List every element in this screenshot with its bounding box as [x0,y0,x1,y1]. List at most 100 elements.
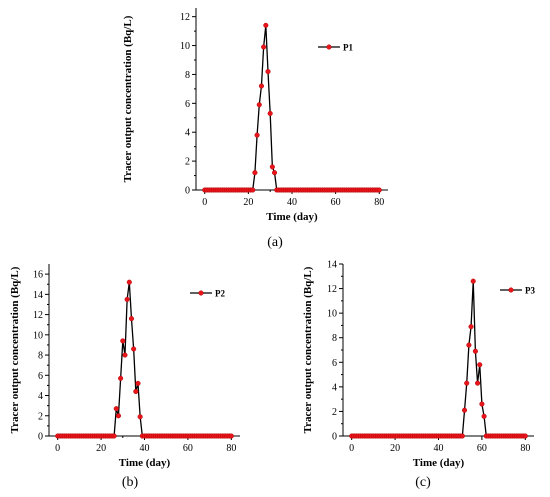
y-tick-label: 4 [38,391,43,402]
y-tick-label: 14 [327,260,337,271]
y-axis-title: Tracer output concentration (Bq/L) [122,15,134,182]
x-tick-label: 80 [520,443,530,454]
y-axis-title: Tracer output concentration (Bq/L) [302,266,314,433]
x-tick-label: 40 [140,443,150,454]
y-tick-label: 2 [185,157,190,168]
chart-panel-b: 0 20 40 60 80 0 2 4 6 8 10 12 14 16 Time (day) Tracer o… [9,264,240,490]
y-tick-label: 8 [332,333,337,344]
data-point [477,362,483,368]
panel-caption: (b) [122,475,139,490]
y-tick-label: 6 [38,371,43,382]
y-tick-label: 0 [185,186,190,197]
y-tick-label: 6 [185,99,190,110]
x-tick-label: 20 [243,197,253,208]
y-tick-label: 12 [33,310,43,321]
data-point [254,132,260,138]
panel-caption: (a) [267,235,283,250]
y-tick-label: 10 [33,330,43,341]
x-tick-label: 80 [374,197,384,208]
data-point [122,352,128,358]
data-point [137,414,143,420]
x-tick-label: 40 [287,197,297,208]
x-tick-label: 60 [183,443,193,454]
data-point [376,187,382,193]
y-tick-label: 0 [332,432,337,443]
legend-label: P2 [215,289,225,299]
y-tick-label: 2 [38,411,43,422]
y-tick-label: 12 [180,12,190,23]
legend-marker [326,44,332,50]
data-point [466,342,472,348]
series-line-P1 [204,25,380,191]
data-point [118,375,124,381]
data-point [256,102,262,108]
x-tick-label: 60 [331,197,341,208]
legend: P3 [500,286,535,296]
data-point [250,187,256,193]
data-point [228,433,234,439]
legend-marker [508,287,514,293]
x-tick-label: 0 [349,443,354,454]
data-point [124,296,130,302]
data-point [261,44,267,50]
legend: P2 [190,289,225,299]
x-axis-title: Time (day) [119,457,171,469]
x-tick-label: 0 [55,443,60,454]
y-axis-title: Tracer output concentration (Bq/L) [9,266,21,433]
x-axis-title: Time (day) [266,211,318,223]
legend: P1 [318,43,353,53]
x-tick-label: 20 [390,443,400,454]
data-point [115,413,122,419]
data-point [131,346,137,352]
data-point [126,279,132,285]
chart-panel-c: 0 20 40 60 80 0 2 4 6 8 10 12 14 Time (day) Tracer out… [302,260,535,491]
panel-caption: (c) [415,475,431,490]
data-point [470,278,476,284]
y-tick-label: 10 [180,41,190,52]
x-tick-label: 40 [434,443,444,454]
y-tick-label: 6 [332,358,337,369]
data-point [269,164,275,170]
data-point [135,380,141,386]
series-line-P2 [57,282,232,437]
y-tick-label: 4 [332,382,337,393]
data-point [267,110,273,116]
data-point [461,407,468,413]
y-tick-label: 8 [185,70,190,81]
data-point [468,324,474,330]
x-tick-label: 80 [226,443,236,454]
data-point [133,388,139,395]
data-point [479,401,485,407]
y-tick-label: 16 [33,270,43,281]
data-point [472,348,478,354]
data-point [459,433,465,439]
x-tick-label: 0 [202,197,207,208]
y-tick-label: 12 [327,284,337,295]
data-point [113,406,119,412]
data-point [475,380,481,386]
y-tick-label: 0 [38,432,43,443]
data-point [481,413,487,419]
legend-label: P1 [343,43,353,53]
data-point [265,69,271,75]
y-tick-label: 4 [185,128,190,139]
chart-panel-a: 0 20 40 60 80 0 2 4 6 8 10 12 Time (day) Tracer outpu… [122,8,388,250]
data-point [258,83,265,89]
y-tick-label: 2 [332,407,337,418]
data-point [522,433,528,439]
data-point [263,22,269,28]
y-tick-label: 14 [33,290,43,301]
x-tick-label: 60 [477,443,487,454]
legend-label: P3 [525,286,535,296]
data-point [464,380,470,386]
x-tick-label: 20 [96,443,106,454]
data-point [111,433,117,439]
x-axis-title: Time (day) [413,457,465,469]
legend-marker [198,290,204,296]
data-point [271,170,278,176]
y-tick-label: 10 [327,309,337,320]
data-point [120,338,126,344]
series-line-P3 [351,281,526,437]
data-point [252,170,258,176]
